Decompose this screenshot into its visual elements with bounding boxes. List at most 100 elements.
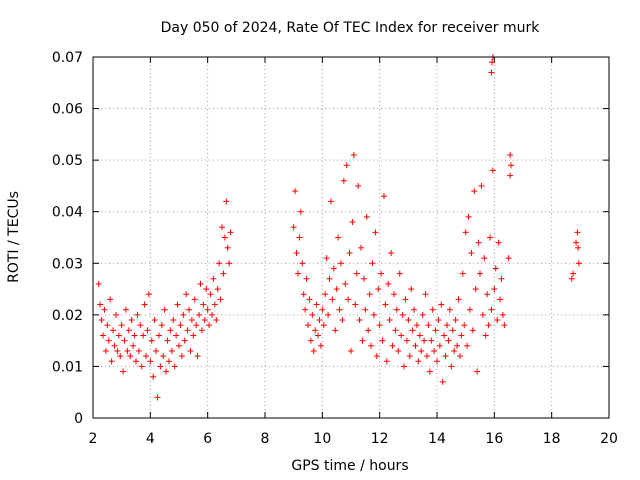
x-tick-label: 8 — [261, 431, 270, 447]
data-point — [151, 317, 158, 324]
data-point — [406, 353, 413, 360]
data-point — [358, 244, 365, 251]
data-point — [464, 342, 471, 349]
x-tick-label: 10 — [313, 431, 331, 447]
data-point — [488, 306, 495, 313]
data-point — [170, 317, 177, 324]
data-point — [307, 337, 314, 344]
data-point — [115, 332, 122, 339]
data-point — [385, 280, 392, 287]
data-point — [343, 162, 350, 169]
data-point — [316, 317, 323, 324]
data-point — [117, 353, 124, 360]
x-tick-label: 14 — [428, 431, 446, 447]
data-point — [219, 224, 225, 231]
data-point — [468, 249, 475, 256]
data-point — [121, 337, 128, 344]
data-point — [184, 327, 191, 334]
data-point — [356, 317, 363, 324]
data-point — [411, 306, 418, 313]
data-point — [402, 296, 409, 303]
data-point — [423, 353, 430, 360]
data-point — [201, 317, 208, 324]
data-point — [303, 275, 310, 282]
data-point — [575, 260, 582, 267]
data-point — [208, 311, 215, 318]
data-point — [346, 249, 353, 256]
data-point — [373, 353, 380, 360]
data-point — [455, 296, 462, 303]
data-point — [177, 322, 184, 329]
data-point — [330, 265, 337, 272]
data-point — [154, 394, 161, 401]
data-point — [190, 332, 197, 339]
data-point — [164, 337, 171, 344]
data-point — [474, 368, 481, 375]
x-tick-label: 18 — [543, 431, 561, 447]
data-point — [337, 260, 344, 267]
data-point — [102, 347, 109, 354]
data-point — [342, 280, 349, 287]
data-point — [191, 296, 198, 303]
data-point — [425, 322, 432, 329]
data-point — [363, 213, 370, 220]
data-point — [107, 296, 114, 303]
data-point — [405, 317, 412, 324]
data-point — [482, 332, 489, 339]
data-point — [290, 224, 297, 231]
data-point — [167, 327, 174, 334]
data-point — [395, 347, 402, 354]
data-point — [178, 353, 185, 360]
data-point — [389, 342, 396, 349]
data-point — [140, 332, 147, 339]
data-point — [369, 260, 376, 267]
grid-lines — [93, 57, 609, 418]
data-point — [186, 306, 193, 313]
data-point — [383, 358, 390, 365]
data-point — [158, 322, 165, 329]
data-point — [396, 270, 403, 277]
data-point — [399, 311, 406, 318]
data-point — [568, 275, 575, 282]
y-tick-label: 0.05 — [52, 153, 83, 169]
y-tick-label: 0.03 — [52, 256, 83, 272]
y-tick-label: 0.01 — [52, 359, 83, 375]
data-point — [491, 286, 498, 293]
data-point — [471, 188, 478, 195]
plot-frame — [92, 56, 610, 419]
data-point — [196, 311, 203, 318]
axis-ticks — [92, 56, 610, 419]
data-point — [329, 296, 336, 303]
data-point — [332, 327, 339, 334]
data-point — [105, 337, 112, 344]
data-point — [122, 306, 129, 313]
data-point — [130, 342, 137, 349]
data-point — [213, 317, 220, 324]
data-point — [340, 177, 347, 184]
chart-title: Day 050 of 2024, Rate Of TEC Index for r… — [161, 20, 541, 36]
data-point — [507, 151, 514, 158]
data-point — [173, 332, 180, 339]
data-point — [327, 198, 334, 205]
data-point — [160, 353, 167, 360]
x-tick-label: 6 — [203, 431, 212, 447]
data-point — [370, 311, 377, 318]
data-point — [292, 188, 299, 195]
data-point — [217, 296, 224, 303]
data-point — [220, 270, 227, 277]
data-point — [413, 322, 420, 329]
data-point — [198, 327, 205, 334]
data-point — [168, 347, 175, 354]
data-point — [401, 363, 408, 370]
data-point — [181, 337, 188, 344]
data-point — [432, 327, 439, 334]
data-point — [161, 306, 168, 313]
data-point — [573, 239, 580, 246]
data-point — [454, 342, 461, 349]
data-point — [426, 368, 433, 375]
data-points — [95, 54, 582, 401]
data-point — [382, 301, 389, 308]
data-point — [296, 234, 303, 241]
data-point — [446, 306, 453, 313]
data-point — [204, 306, 211, 313]
